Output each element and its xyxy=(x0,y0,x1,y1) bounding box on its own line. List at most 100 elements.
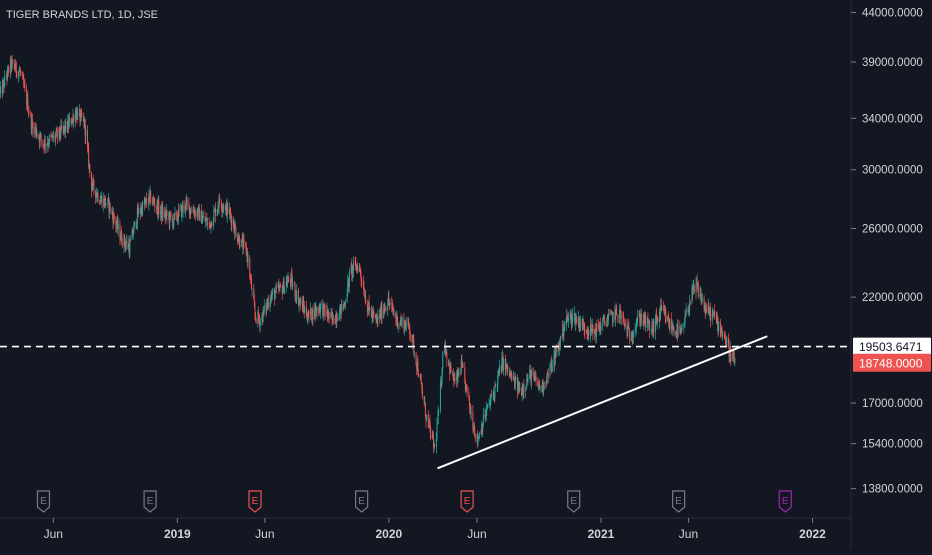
candle xyxy=(591,328,593,336)
candle-body xyxy=(643,313,645,324)
candle-body xyxy=(537,381,539,387)
earnings-marker[interactable]: E xyxy=(567,490,581,513)
candle xyxy=(87,141,89,154)
candle-body xyxy=(503,358,505,370)
candle-body xyxy=(470,408,472,415)
candle xyxy=(506,362,508,373)
candle-body xyxy=(615,307,617,310)
candle-body xyxy=(319,304,321,313)
candle-body xyxy=(31,119,33,125)
candle-body xyxy=(291,274,293,276)
candle xyxy=(641,309,643,327)
candle xyxy=(594,322,596,335)
candle-body xyxy=(271,291,273,296)
candle xyxy=(431,431,433,440)
candle-body xyxy=(647,317,649,324)
candle xyxy=(172,214,174,230)
candle xyxy=(322,299,324,319)
candle xyxy=(156,198,158,215)
candle xyxy=(103,192,105,212)
earnings-marker[interactable]: E xyxy=(672,490,686,513)
candle xyxy=(413,350,415,359)
candle xyxy=(468,387,470,401)
earnings-marker[interactable]: E xyxy=(36,490,51,513)
candle-body xyxy=(7,67,9,69)
candle-body xyxy=(708,310,710,315)
candle xyxy=(588,329,590,339)
candle xyxy=(136,204,138,231)
candle-body xyxy=(142,202,144,215)
candle-body xyxy=(251,279,253,290)
candle xyxy=(485,408,487,423)
candle-body xyxy=(64,125,66,132)
candle xyxy=(226,200,228,219)
earnings-marker[interactable]: E xyxy=(355,490,369,513)
candle-body xyxy=(124,243,126,247)
candle-body xyxy=(603,316,605,322)
candle xyxy=(587,327,589,340)
candle-body xyxy=(634,329,636,332)
candle xyxy=(270,298,272,308)
candle xyxy=(672,320,674,330)
earnings-marker[interactable]: E xyxy=(460,490,474,513)
earnings-marker[interactable]: E xyxy=(248,490,262,513)
time-tick: Jun xyxy=(679,518,698,541)
price-tick-label: 15400.0000 xyxy=(862,439,923,451)
candle xyxy=(441,367,443,385)
candle xyxy=(26,93,28,110)
candle-body xyxy=(526,378,528,387)
candle xyxy=(290,271,292,291)
candle-body xyxy=(714,310,716,318)
candle xyxy=(631,331,633,342)
time-tick-label: 2021 xyxy=(588,527,615,541)
candle xyxy=(449,363,451,381)
candle xyxy=(699,287,701,299)
earnings-marker[interactable]: E xyxy=(143,490,157,513)
candle-body xyxy=(43,144,45,149)
candle xyxy=(23,74,25,89)
candle-body xyxy=(173,213,175,223)
candle-body xyxy=(399,323,401,325)
earnings-marker[interactable]: E xyxy=(778,490,792,513)
candle xyxy=(262,306,264,323)
candle-body xyxy=(310,307,312,316)
price-axis[interactable]: 44000.000039000.000034000.000030000.0000… xyxy=(851,7,923,496)
candle-body xyxy=(242,238,244,250)
candle xyxy=(293,281,295,287)
candle-body xyxy=(228,209,230,214)
candle xyxy=(477,430,479,449)
candle xyxy=(399,322,401,330)
candle-body xyxy=(365,296,367,305)
candle xyxy=(67,114,69,134)
candle xyxy=(217,204,219,213)
candle xyxy=(74,108,76,128)
candle-body xyxy=(547,373,549,377)
candle-body xyxy=(11,60,13,69)
candle-body xyxy=(311,319,313,321)
candle-body xyxy=(87,130,89,147)
candle-body xyxy=(505,364,507,370)
candle-body xyxy=(661,307,663,309)
candle-body xyxy=(72,115,74,119)
candle xyxy=(490,393,492,406)
time-tick-label: 2019 xyxy=(164,527,191,541)
candle-body xyxy=(15,62,17,70)
candle xyxy=(357,261,359,274)
candle xyxy=(604,321,606,327)
candle xyxy=(660,298,662,321)
time-tick: 2019 xyxy=(164,518,191,541)
candle-body xyxy=(181,205,183,217)
candle-body xyxy=(80,112,82,122)
time-axis[interactable]: Jun 2019 Jun 2020 Jun 2021 Jun 2022 xyxy=(44,518,827,541)
candle xyxy=(639,313,641,330)
candle xyxy=(219,193,221,205)
candle xyxy=(70,117,72,125)
candle-body xyxy=(411,335,413,343)
candle-body xyxy=(293,284,295,285)
candle xyxy=(43,143,45,155)
candle xyxy=(314,302,316,320)
candle-body xyxy=(275,286,277,288)
candle xyxy=(92,174,94,187)
